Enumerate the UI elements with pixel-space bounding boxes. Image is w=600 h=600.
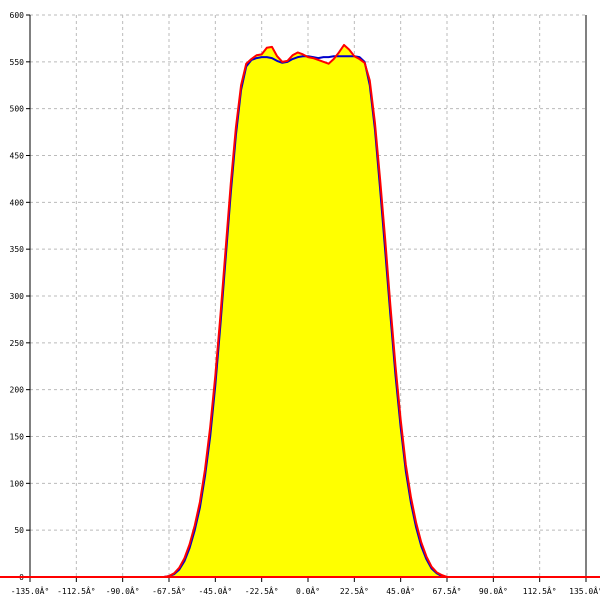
y-tick-label: 600 xyxy=(10,11,25,20)
x-tick-label: 67.5Â° xyxy=(433,585,462,596)
y-tick-label: 350 xyxy=(10,245,25,254)
y-tick-label: 450 xyxy=(10,152,25,161)
x-tick-label: 90.0Â° xyxy=(479,585,508,596)
axes: -135.0Â° -112.5Â° -90.0Â° -67.5Â° -45.0Â° -22… xyxy=(0,11,600,596)
y-tick-label: 250 xyxy=(10,339,25,348)
x-tick-label: -67.5Â° xyxy=(152,585,186,596)
x-tick-label: -112.5Â° xyxy=(57,585,96,596)
x-tick-label: -90.0Â° xyxy=(106,585,140,596)
y-tick-label: 50 xyxy=(14,526,24,535)
x-tick-label: 0.0Â° xyxy=(296,585,320,596)
x-tick-label: -135.0Â° xyxy=(11,585,50,596)
x-tick-label: 135.0Â° xyxy=(569,585,600,596)
area-fill xyxy=(30,44,453,578)
y-tick-label: 500 xyxy=(10,105,25,114)
y-tick-label: 300 xyxy=(10,292,25,301)
x-tick-label: 45.0Â° xyxy=(386,585,415,596)
x-tick-label: 22.5Â° xyxy=(340,585,369,596)
y-tick-label: 400 xyxy=(10,198,25,207)
y-tick-label: 100 xyxy=(10,479,25,488)
y-tick-label: 200 xyxy=(10,386,25,395)
x-tick-label: -45.0Â° xyxy=(198,585,232,596)
y-tick-label: 550 xyxy=(10,58,25,67)
y-tick-label: 150 xyxy=(10,433,25,442)
x-tick-label: 112.5Â° xyxy=(523,585,557,596)
series-line xyxy=(30,43,453,578)
x-tick-label: -22.5Â° xyxy=(245,585,279,596)
plot-area xyxy=(29,0,587,578)
